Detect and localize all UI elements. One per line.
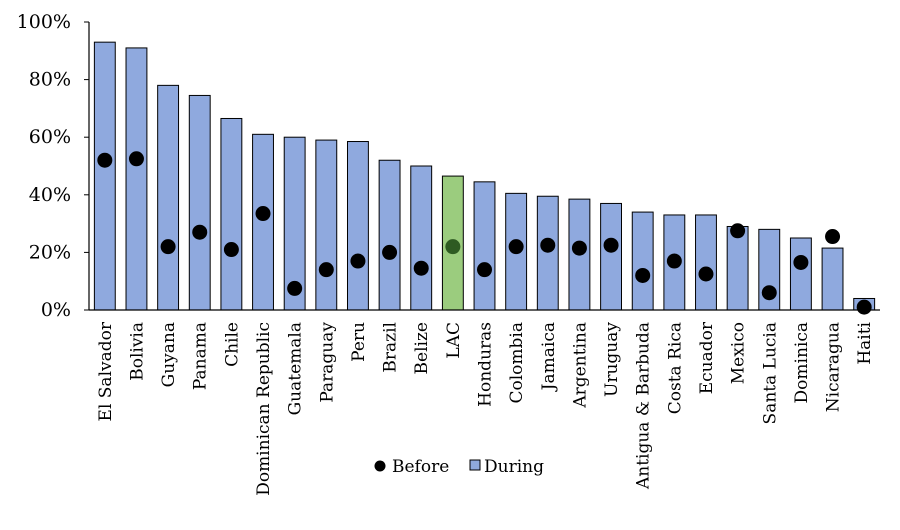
marker-before-dominica [793, 254, 809, 270]
marker-before-dominican-republic [255, 206, 271, 222]
bar-during-chile [220, 117, 243, 311]
bar-during-antigua-and-barbuda [631, 211, 654, 311]
bar-during-guyana [157, 84, 180, 311]
x-tick-label-santa-lucia: Santa Lucia [760, 322, 780, 424]
marker-before-uruguay [603, 237, 619, 253]
x-tick-label-uruguay: Uruguay [602, 322, 622, 397]
bar-during-paraguay [315, 139, 338, 311]
x-tick-label-ecuador: Ecuador [697, 321, 717, 394]
x-tick-label-dominican-republic: Dominican Republic [254, 322, 274, 496]
bar-during-peru [346, 141, 369, 311]
marker-before-ecuador [698, 266, 714, 282]
marker-before-chile [223, 242, 239, 258]
marker-before-paraguay [318, 262, 334, 278]
bar-during-mexico [726, 225, 749, 311]
marker-before-el-salvador [97, 152, 113, 168]
x-tick-label-bolivia: Bolivia [127, 322, 147, 381]
x-tick-label-honduras: Honduras [476, 322, 496, 407]
marker-before-peru [350, 253, 366, 269]
x-tick-label-guatemala: Guatemala [286, 322, 306, 415]
x-axis-labels: El Salvador Bolivia Guyana Panama Chile Domin… [96, 321, 875, 496]
marker-before-honduras [477, 262, 492, 278]
x-tick-label-guyana: Guyana [159, 322, 179, 387]
bar-during-uruguay [600, 202, 623, 311]
x-tick-label-el-salvador: El Salvador [96, 321, 116, 421]
x-tick-label-lac: LAC [444, 322, 464, 359]
marker-before-jamaica [540, 237, 556, 253]
marker-before-brazil [382, 244, 398, 260]
x-tick-label-jamaica: Jamaica [539, 322, 559, 392]
x-tick-label-panama: Panama [191, 322, 211, 390]
x-tick-label-argentina: Argentina [570, 322, 590, 409]
x-tick-label-antigua-and-barbuda: Antigua & Barbuda [634, 322, 654, 490]
legend: Before During [374, 457, 544, 477]
legend-during-label: During [484, 457, 544, 477]
y-axis-ticks: 0% 20% 40% 60% 80% 100% [17, 11, 89, 321]
x-tick-label-paraguay: Paraguay [317, 322, 337, 403]
marker-before-bolivia [128, 151, 144, 167]
bar-during-honduras [473, 181, 496, 311]
marker-before-nicaragua [825, 229, 841, 245]
y-tick-label: 40% [29, 184, 71, 206]
y-tick-label: 20% [29, 241, 71, 263]
legend-before-label: Before [392, 457, 449, 477]
marker-before-mexico [730, 223, 746, 239]
marker-before-antigua-and-barbuda [635, 267, 651, 283]
marker-before-colombia [508, 239, 524, 255]
axes [88, 22, 880, 311]
y-tick-label: 60% [29, 126, 71, 148]
x-tick-label-chile: Chile [222, 322, 242, 367]
y-tick-label: 100% [17, 11, 71, 33]
legend-during-swatch [469, 459, 481, 471]
x-tick-label-belize: Belize [412, 322, 432, 374]
legend-before-marker [374, 460, 386, 472]
bar-during-nicaragua [821, 247, 844, 311]
marker-before-argentina [571, 240, 587, 256]
bar-during-jamaica [536, 195, 559, 311]
x-tick-label-haiti: Haiti [855, 321, 875, 364]
bar-during-el-salvador [93, 41, 116, 311]
marker-series-before [97, 151, 872, 315]
y-tick-label: 80% [29, 69, 71, 91]
marker-before-costa-rica [666, 253, 682, 269]
bar-during-dominica [789, 237, 812, 311]
marker-before-guyana [160, 239, 176, 255]
y-tick-label: 0% [41, 299, 71, 321]
marker-before-guatemala [287, 280, 303, 296]
x-tick-label-peru: Peru [349, 322, 369, 362]
bar-during-panama [188, 94, 211, 311]
marker-before-panama [192, 224, 208, 240]
bar-during-dominican-republic [252, 133, 274, 311]
x-tick-label-mexico: Mexico [729, 322, 749, 384]
x-tick-label-costa-rica: Costa Rica [665, 322, 685, 414]
marker-before-haiti [856, 299, 872, 315]
bar-during-belize [410, 165, 433, 311]
x-tick-label-nicaragua: Nicaragua [824, 322, 844, 412]
marker-before-lac [445, 239, 461, 255]
bar-during-bolivia [125, 47, 148, 311]
marker-before-santa-lucia [761, 285, 777, 301]
bar-during-ecuador [695, 214, 717, 311]
x-tick-label-brazil: Brazil [381, 322, 401, 373]
x-tick-label-colombia: Colombia [507, 322, 527, 404]
bar-during-brazil [378, 159, 401, 311]
x-tick-label-dominica: Dominica [792, 322, 812, 403]
marker-before-belize [413, 260, 429, 276]
